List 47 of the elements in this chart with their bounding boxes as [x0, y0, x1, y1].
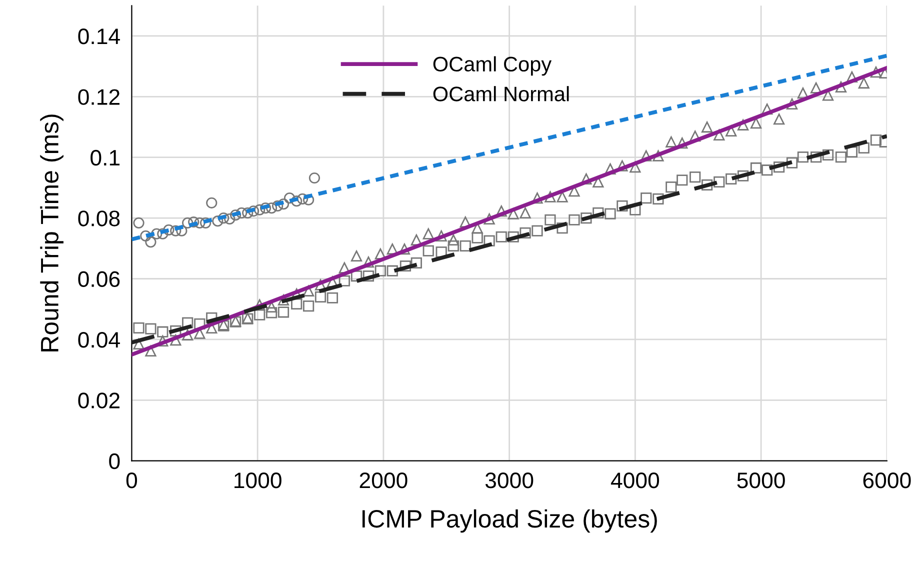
point [206, 197, 218, 208]
point [218, 212, 230, 224]
point [291, 196, 302, 207]
point [254, 204, 266, 216]
point [182, 217, 194, 228]
y-tick-label: 0.02 [78, 392, 120, 408]
point [224, 213, 236, 225]
x-tick-label: 1000 [234, 472, 282, 488]
point [248, 206, 260, 217]
point [170, 225, 182, 236]
x-tick-label: 4000 [610, 472, 660, 488]
y-tick-label: 0.08 [78, 210, 120, 226]
point [278, 198, 290, 210]
legend-label: OCaml Copy [433, 56, 552, 76]
point [157, 228, 168, 240]
point [230, 209, 242, 221]
x-tick-label: 3000 [485, 472, 534, 488]
point [242, 207, 254, 218]
point [212, 216, 224, 227]
point [133, 217, 144, 228]
point [188, 216, 200, 228]
point [140, 230, 152, 242]
x-tick-label: 0 [126, 472, 138, 488]
y-tick-label: 0.12 [78, 89, 120, 105]
y-axis-title: Round Trip Time (ms) [40, 114, 64, 352]
y-tick-label: 0.1 [90, 150, 120, 166]
point [194, 217, 206, 228]
y-tick-label: 0.14 [78, 28, 120, 44]
y-tick-label: 0.04 [78, 332, 120, 348]
point [260, 202, 272, 214]
legend-label: OCaml Normal [433, 86, 569, 102]
x-tick-label: 5000 [737, 472, 785, 488]
point [163, 224, 174, 236]
point [266, 202, 278, 214]
y-tick-label: 0.06 [78, 271, 120, 288]
point [308, 172, 320, 184]
point [151, 228, 162, 240]
point [145, 236, 156, 248]
point [284, 192, 296, 204]
point [236, 207, 248, 218]
point [272, 200, 284, 212]
point [296, 193, 308, 204]
y-tick-label: 0 [109, 453, 120, 470]
x-tick-label: 6000 [863, 472, 911, 488]
point [200, 217, 212, 228]
x-axis-title: ICMP Payload Size (bytes) [362, 509, 657, 533]
x-tick-label: 2000 [360, 472, 408, 488]
